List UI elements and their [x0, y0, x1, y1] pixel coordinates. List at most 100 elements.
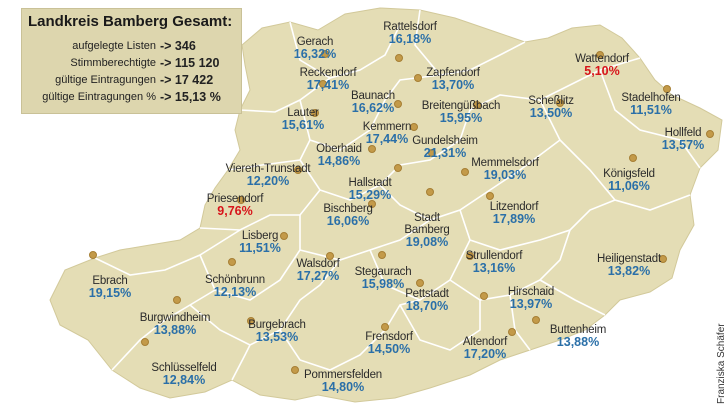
place-burgwindheim: Burgwindheim 13,88%: [139, 312, 211, 337]
summary-row: aufgelegte Listen -> 346: [22, 39, 243, 56]
place-name: Schönbrunn: [204, 274, 266, 286]
location-marker: [319, 80, 327, 88]
place-rattelsdorf: Rattelsdorf 16,18%: [383, 21, 437, 47]
location-marker: [466, 252, 474, 260]
location-marker: [663, 85, 671, 93]
location-marker: [326, 252, 334, 260]
place-value: 14,86%: [317, 154, 361, 169]
place-litzendorf: Litzendorf 17,89%: [490, 201, 539, 226]
place-name: Altendorf: [462, 336, 508, 348]
place-stadelhofen: Stadelhofen 11,51%: [621, 92, 680, 117]
place-baunach: Baunach 16,62%: [351, 90, 395, 115]
place-schesslitz: Scheßlitz 13,50%: [528, 95, 574, 120]
place-name: Stegaurach: [354, 266, 412, 278]
place-value: 15,98%: [361, 277, 405, 292]
place-bischberg: Bischberg 16,06%: [323, 203, 373, 229]
place-name: Wattendorf: [575, 53, 629, 65]
summary-value: -> 15,13 %: [160, 90, 221, 104]
place-value: 17,20%: [463, 347, 507, 362]
location-marker: [394, 164, 402, 172]
place-name: Viereth-Trunstadt: [225, 163, 311, 175]
location-marker: [280, 232, 288, 240]
place-value: 5,10%: [584, 64, 620, 79]
place-lauter: Lauter 15,61%: [282, 107, 324, 132]
place-memmelsdorf: Memmelsdorf 19,03%: [471, 157, 539, 182]
location-marker: [659, 255, 667, 263]
location-marker: [321, 50, 329, 58]
place-name: Stadelhofen: [621, 92, 681, 104]
district-outline: [49, 7, 723, 403]
place-name: Burgwindheim: [139, 312, 211, 324]
summary-label: aufgelegte Listen: [72, 40, 156, 52]
place-name: Gerach: [296, 36, 334, 48]
location-marker: [486, 192, 494, 200]
place-walsdorf: Walsdorf 17,27%: [296, 258, 340, 284]
place-name: Oberhaid: [316, 143, 362, 155]
location-marker: [410, 123, 418, 131]
place-name: Scheßlitz: [528, 95, 574, 107]
location-marker: [596, 51, 604, 59]
location-marker: [629, 154, 637, 162]
place-name: Walsdorf: [296, 258, 340, 270]
place-name: Bischberg: [323, 203, 373, 215]
location-marker: [291, 366, 299, 374]
place-frensdorf: Frensdorf 14,50%: [365, 331, 413, 357]
place-name: Heiligenstadt: [597, 253, 661, 265]
place-name: Priesendorf: [206, 193, 264, 205]
place-value: 16,06%: [326, 214, 370, 229]
place-value: 13,88%: [556, 335, 600, 350]
place-value: 11,06%: [608, 179, 650, 194]
place-name: Pommersfelden: [304, 369, 382, 381]
place-name: Strullendorf: [465, 250, 523, 262]
location-marker: [173, 296, 181, 304]
place-value: 19,08%: [405, 235, 449, 250]
place-name: Hollfeld: [664, 127, 702, 139]
summary-label: Stimmberechtigte: [70, 57, 156, 69]
place-value: 13,50%: [529, 106, 573, 121]
summary-title: Landkreis Bamberg Gesamt:: [28, 13, 233, 30]
place-hallstadt: Hallstadt 15,29%: [349, 177, 392, 202]
place-name: Breitengüßbach: [421, 100, 501, 112]
place-name: Baunach: [351, 90, 395, 102]
place-schluesselfeld: Schlüsselfeld 12,84%: [151, 362, 216, 387]
place-value: 11,51%: [630, 103, 672, 118]
place-schoenbrunn: EbrachSchönbrunn12,13%: [205, 274, 265, 299]
place-priesendorf: Priesendorf 9,76%: [207, 193, 264, 218]
location-marker: [141, 338, 149, 346]
location-marker: [381, 323, 389, 331]
place-value: 18,70%: [405, 299, 449, 314]
location-marker: [532, 316, 540, 324]
place-pettstadt: Pettstadt 18,70%: [405, 288, 449, 313]
place-value: 12,13%: [213, 285, 257, 300]
place-value: 16,18%: [388, 32, 432, 47]
place-value: 13,53%: [255, 330, 299, 345]
place-name: Ebrach: [92, 275, 128, 287]
place-name: Memmelsdorf: [471, 157, 539, 169]
place-value: 16,62%: [351, 101, 395, 116]
place-value: 13,70%: [431, 78, 475, 93]
location-marker: [228, 258, 236, 266]
place-lisberg: Lisberg 11,51%: [239, 230, 281, 255]
location-marker: [414, 74, 422, 82]
place-name: Hirschaid: [507, 286, 555, 298]
place-value: 15,29%: [348, 188, 392, 203]
place-value: 13,57%: [661, 138, 705, 153]
place-name: Schlüsselfeld: [151, 362, 217, 374]
place-name: Stadt Bamberg: [404, 212, 450, 237]
place-name: Hallstadt: [348, 177, 392, 189]
summary-row: gültige Eintragungen % -> 15,13 %: [22, 90, 243, 107]
place-value: 15,95%: [439, 111, 483, 126]
place-value: 9,76%: [217, 204, 253, 219]
place-value: 14,50%: [367, 342, 411, 357]
location-marker: [473, 101, 481, 109]
place-gerach: Gerach 16,32%: [294, 36, 336, 61]
place-value: 13,82%: [607, 264, 651, 279]
location-marker: [706, 130, 714, 138]
place-value: 19,15%: [88, 286, 132, 301]
place-hirschaid: Hirschaid 13,97%: [508, 286, 554, 311]
place-name: Buttenheim: [549, 324, 607, 336]
place-value: 17,41%: [306, 78, 350, 93]
place-value: 17,27%: [296, 269, 340, 284]
